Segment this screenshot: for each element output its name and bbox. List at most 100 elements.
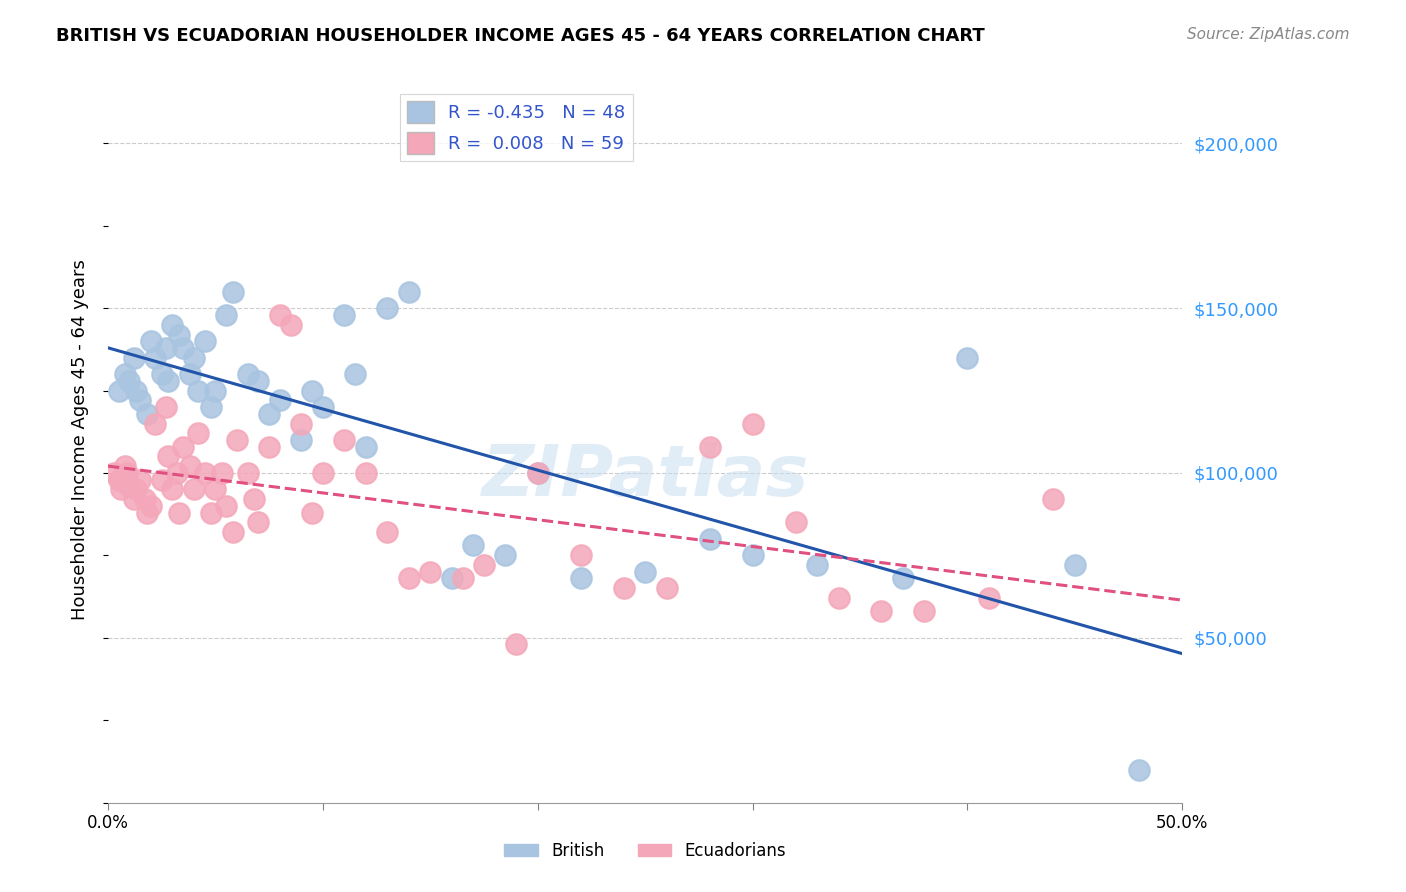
Legend: R = -0.435   N = 48, R =  0.008   N = 59: R = -0.435 N = 48, R = 0.008 N = 59 bbox=[399, 94, 633, 161]
Point bbox=[172, 440, 194, 454]
Point bbox=[634, 565, 657, 579]
Text: BRITISH VS ECUADORIAN HOUSEHOLDER INCOME AGES 45 - 64 YEARS CORRELATION CHART: BRITISH VS ECUADORIAN HOUSEHOLDER INCOME… bbox=[56, 27, 986, 45]
Point bbox=[333, 308, 356, 322]
Point bbox=[301, 384, 323, 398]
Point bbox=[398, 571, 420, 585]
Point bbox=[398, 285, 420, 299]
Point bbox=[118, 374, 141, 388]
Point bbox=[526, 466, 548, 480]
Point bbox=[451, 571, 474, 585]
Point bbox=[247, 374, 270, 388]
Point bbox=[354, 440, 377, 454]
Point bbox=[870, 604, 893, 618]
Point bbox=[977, 591, 1000, 606]
Point bbox=[741, 417, 763, 431]
Point bbox=[247, 516, 270, 530]
Point bbox=[155, 341, 177, 355]
Point bbox=[107, 473, 129, 487]
Point bbox=[1063, 558, 1085, 573]
Point bbox=[129, 393, 152, 408]
Point bbox=[135, 407, 157, 421]
Point bbox=[157, 374, 180, 388]
Text: ZIPatlas: ZIPatlas bbox=[481, 442, 808, 511]
Point bbox=[741, 549, 763, 563]
Point bbox=[354, 466, 377, 480]
Point bbox=[122, 351, 145, 365]
Point bbox=[211, 466, 233, 480]
Point bbox=[125, 483, 148, 497]
Point bbox=[269, 308, 291, 322]
Point bbox=[162, 318, 184, 332]
Point bbox=[914, 604, 936, 618]
Point bbox=[333, 433, 356, 447]
Point bbox=[827, 591, 849, 606]
Point bbox=[150, 473, 173, 487]
Point bbox=[167, 327, 190, 342]
Point bbox=[375, 301, 398, 315]
Point bbox=[183, 483, 205, 497]
Point bbox=[785, 516, 807, 530]
Point bbox=[139, 499, 162, 513]
Point bbox=[103, 466, 125, 480]
Point bbox=[187, 426, 209, 441]
Y-axis label: Householder Income Ages 45 - 64 years: Householder Income Ages 45 - 64 years bbox=[72, 260, 89, 621]
Point bbox=[236, 466, 259, 480]
Point bbox=[699, 532, 721, 546]
Point bbox=[1042, 492, 1064, 507]
Point bbox=[157, 450, 180, 464]
Point bbox=[472, 558, 495, 573]
Point bbox=[613, 582, 636, 596]
Point bbox=[301, 506, 323, 520]
Point bbox=[699, 440, 721, 454]
Point bbox=[135, 506, 157, 520]
Point bbox=[419, 565, 441, 579]
Point bbox=[215, 499, 238, 513]
Point bbox=[344, 367, 367, 381]
Point bbox=[129, 473, 152, 487]
Point bbox=[440, 571, 463, 585]
Point bbox=[134, 492, 156, 507]
Point bbox=[118, 479, 141, 493]
Point bbox=[143, 351, 166, 365]
Point bbox=[257, 440, 280, 454]
Point bbox=[225, 433, 247, 447]
Point bbox=[194, 466, 217, 480]
Point bbox=[183, 351, 205, 365]
Point bbox=[167, 506, 190, 520]
Point bbox=[172, 341, 194, 355]
Point bbox=[117, 466, 139, 480]
Point bbox=[125, 384, 148, 398]
Point bbox=[243, 492, 266, 507]
Point bbox=[143, 417, 166, 431]
Point bbox=[215, 308, 238, 322]
Point bbox=[280, 318, 302, 332]
Point bbox=[179, 367, 201, 381]
Point bbox=[179, 459, 201, 474]
Point bbox=[312, 400, 335, 414]
Point bbox=[806, 558, 828, 573]
Point bbox=[569, 549, 592, 563]
Point bbox=[204, 483, 226, 497]
Point bbox=[312, 466, 335, 480]
Point bbox=[122, 492, 145, 507]
Point bbox=[107, 384, 129, 398]
Point bbox=[221, 285, 243, 299]
Point bbox=[204, 384, 226, 398]
Point bbox=[139, 334, 162, 348]
Point bbox=[166, 466, 188, 480]
Text: Source: ZipAtlas.com: Source: ZipAtlas.com bbox=[1187, 27, 1350, 42]
Point bbox=[956, 351, 979, 365]
Point bbox=[655, 582, 678, 596]
Point bbox=[114, 459, 136, 474]
Point bbox=[375, 525, 398, 540]
Point bbox=[194, 334, 217, 348]
Point bbox=[200, 506, 222, 520]
Point bbox=[269, 393, 291, 408]
Point bbox=[150, 367, 173, 381]
Point bbox=[200, 400, 222, 414]
Point bbox=[110, 483, 132, 497]
Point bbox=[526, 466, 548, 480]
Point bbox=[257, 407, 280, 421]
Point bbox=[290, 433, 312, 447]
Point bbox=[1128, 763, 1150, 777]
